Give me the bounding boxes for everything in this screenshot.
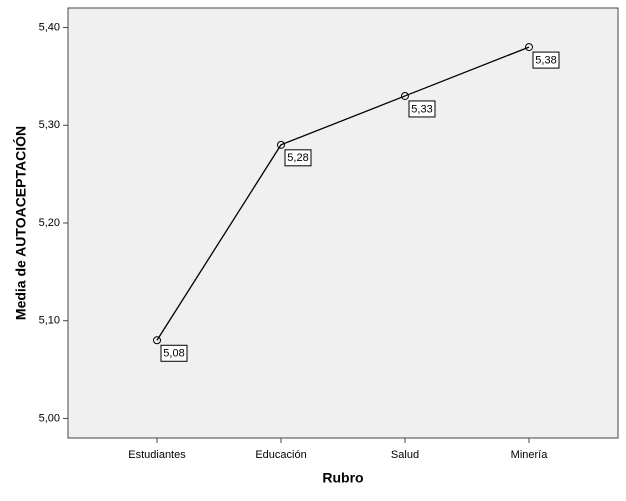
- point: [153, 336, 161, 345]
- value-label: 5,33: [411, 103, 432, 115]
- x-tick-label: Salud: [391, 449, 419, 461]
- value-label: 5,08: [163, 348, 184, 360]
- point: [525, 43, 533, 52]
- point: [277, 140, 285, 149]
- x-tick-label: Educación: [255, 449, 306, 461]
- y-tick-label: 5,20: [39, 217, 60, 229]
- plot-area: [67, 7, 619, 439]
- y-tick-label: 5,40: [39, 21, 60, 33]
- y-tick-label: 5,10: [39, 315, 60, 327]
- value-label: 5,38: [535, 54, 556, 66]
- y-axis-title: Media de AUTOACEPTACIÓN: [12, 126, 29, 320]
- line: [156, 46, 530, 341]
- value-label-box: [532, 51, 560, 69]
- x-axis-title: Rubro: [322, 470, 363, 486]
- value-label-box: [160, 344, 188, 362]
- x-tick-label: Minería: [511, 449, 549, 461]
- y-tick-label: 5,30: [39, 119, 60, 131]
- x-tick-label: Estudiantes: [128, 449, 186, 461]
- value-label-box: [408, 100, 436, 118]
- value-label: 5,28: [287, 152, 308, 164]
- value-label-box: [284, 149, 312, 167]
- point: [401, 91, 409, 100]
- y-tick-label: 5,00: [39, 412, 60, 424]
